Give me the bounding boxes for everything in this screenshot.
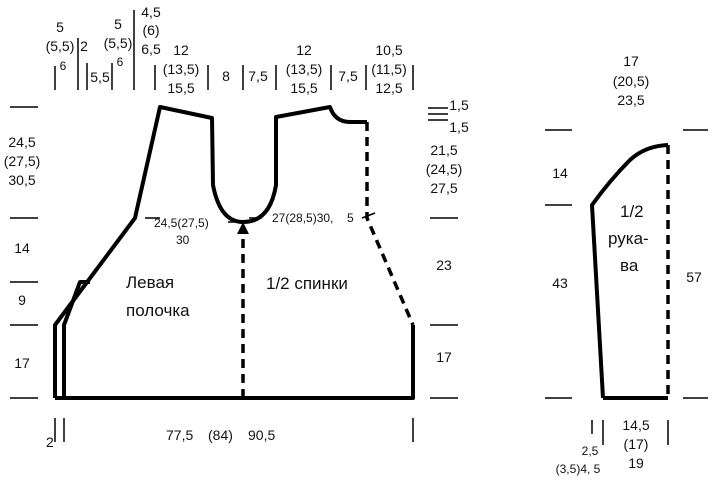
dimension-label: 14	[552, 165, 568, 181]
dimension-label: 12,5	[375, 80, 402, 96]
front-title-2: полочка	[126, 301, 190, 320]
dimension-label: 8	[222, 68, 230, 84]
front-title-1: Левая	[126, 273, 174, 292]
dimension-label: 19	[628, 455, 644, 471]
dimension-label: 24,5	[8, 134, 35, 150]
sleeve-outline	[590, 143, 670, 400]
dimension-label: 5	[56, 19, 64, 35]
dimension-label: (6)	[142, 22, 159, 38]
dimension-label: 12	[173, 42, 189, 58]
dimension-label: 57	[686, 269, 702, 285]
dimension-ticks	[10, 10, 708, 445]
dimension-label: 15,5	[167, 80, 194, 96]
dimension-label: 9	[18, 292, 26, 308]
dimension-label: 7,5	[338, 68, 358, 84]
dimension-label: 27(28,5)30,	[272, 211, 333, 225]
dimension-label: 27,5	[430, 180, 457, 196]
dimension-label: 43	[552, 275, 568, 291]
dimension-label: (20,5)	[613, 73, 650, 89]
dimension-label: 6	[117, 55, 124, 69]
dimension-label: 5	[114, 16, 122, 32]
body-outline	[53, 105, 415, 400]
dimension-label: 2	[80, 38, 88, 54]
dimension-label: 15,5	[290, 80, 317, 96]
dimension-label: 10,5	[375, 42, 402, 58]
dimension-label: 2	[46, 434, 54, 450]
dimension-label: 6,5	[141, 41, 161, 57]
sleeve-title-3: ва	[620, 256, 639, 275]
dimension-label: (84)	[208, 427, 233, 443]
left-dimensions: 24,5 (27,5) 30,5 14 9 17	[4, 134, 41, 371]
dimension-label: (17)	[624, 436, 649, 452]
dimension-label: 4,5	[141, 4, 161, 20]
dimension-label: 1,5	[449, 97, 469, 113]
bottom-dimensions: 2 77,5 (84) 90,5	[46, 427, 275, 450]
dimension-label: 7,5	[248, 68, 268, 84]
dimension-label: (11,5)	[371, 61, 407, 77]
dimension-label: 77,5	[166, 427, 193, 443]
dimension-label: 17	[14, 355, 30, 371]
dimension-label: (5,5)	[104, 35, 133, 51]
middle-dimensions: 24,5(27,5) 30 27(28,5)30, 5	[154, 211, 354, 247]
dimension-label: (13,5)	[163, 61, 200, 77]
dimension-label: 23,5	[617, 92, 644, 108]
sleeve-title-1: 1/2	[620, 202, 644, 221]
dimension-label: (24,5)	[426, 161, 463, 177]
dimension-label: (5,5)	[46, 38, 75, 54]
right-dimensions: 1,5 1,5 21,5 (24,5) 27,5 23 17	[426, 97, 469, 365]
dimension-label: 24,5(27,5)	[154, 216, 209, 230]
dimension-label: 17	[623, 53, 639, 69]
back-title: 1/2 спинки	[266, 274, 348, 293]
dimension-label: 90,5	[248, 427, 275, 443]
dimension-label: 21,5	[430, 142, 457, 158]
dimension-label: 1,5	[449, 119, 469, 135]
dimension-label: 12	[296, 42, 312, 58]
dimension-label: 23	[436, 257, 452, 273]
dimension-label: 14,5	[622, 417, 649, 433]
sleeve-title-2: рука-	[608, 229, 649, 248]
dimension-label: (27,5)	[4, 153, 41, 169]
dimension-label: (3,5)4, 5	[556, 462, 601, 476]
sleeve-dimensions: 17 (20,5) 23,5 14 43 57 14,5 (17) 19 2,5 (3,5)4…	[552, 53, 702, 476]
dimension-label: 30	[176, 233, 190, 247]
dimension-label: (13,5)	[286, 61, 323, 77]
top-dimensions: 5 (5,5) 6 25,5 5 (5,5) 6 4,5 (6) 6,5 12 (13,5) 1…	[46, 4, 407, 96]
dimension-label: 2,5	[582, 444, 599, 458]
dimension-label: 17	[436, 349, 452, 365]
dimension-label: 5	[347, 211, 354, 225]
dimension-label: 14	[14, 240, 30, 256]
dimension-label: 5,5	[90, 69, 110, 85]
dimension-label: 6	[60, 59, 67, 73]
dimension-label: 30,5	[8, 172, 35, 188]
